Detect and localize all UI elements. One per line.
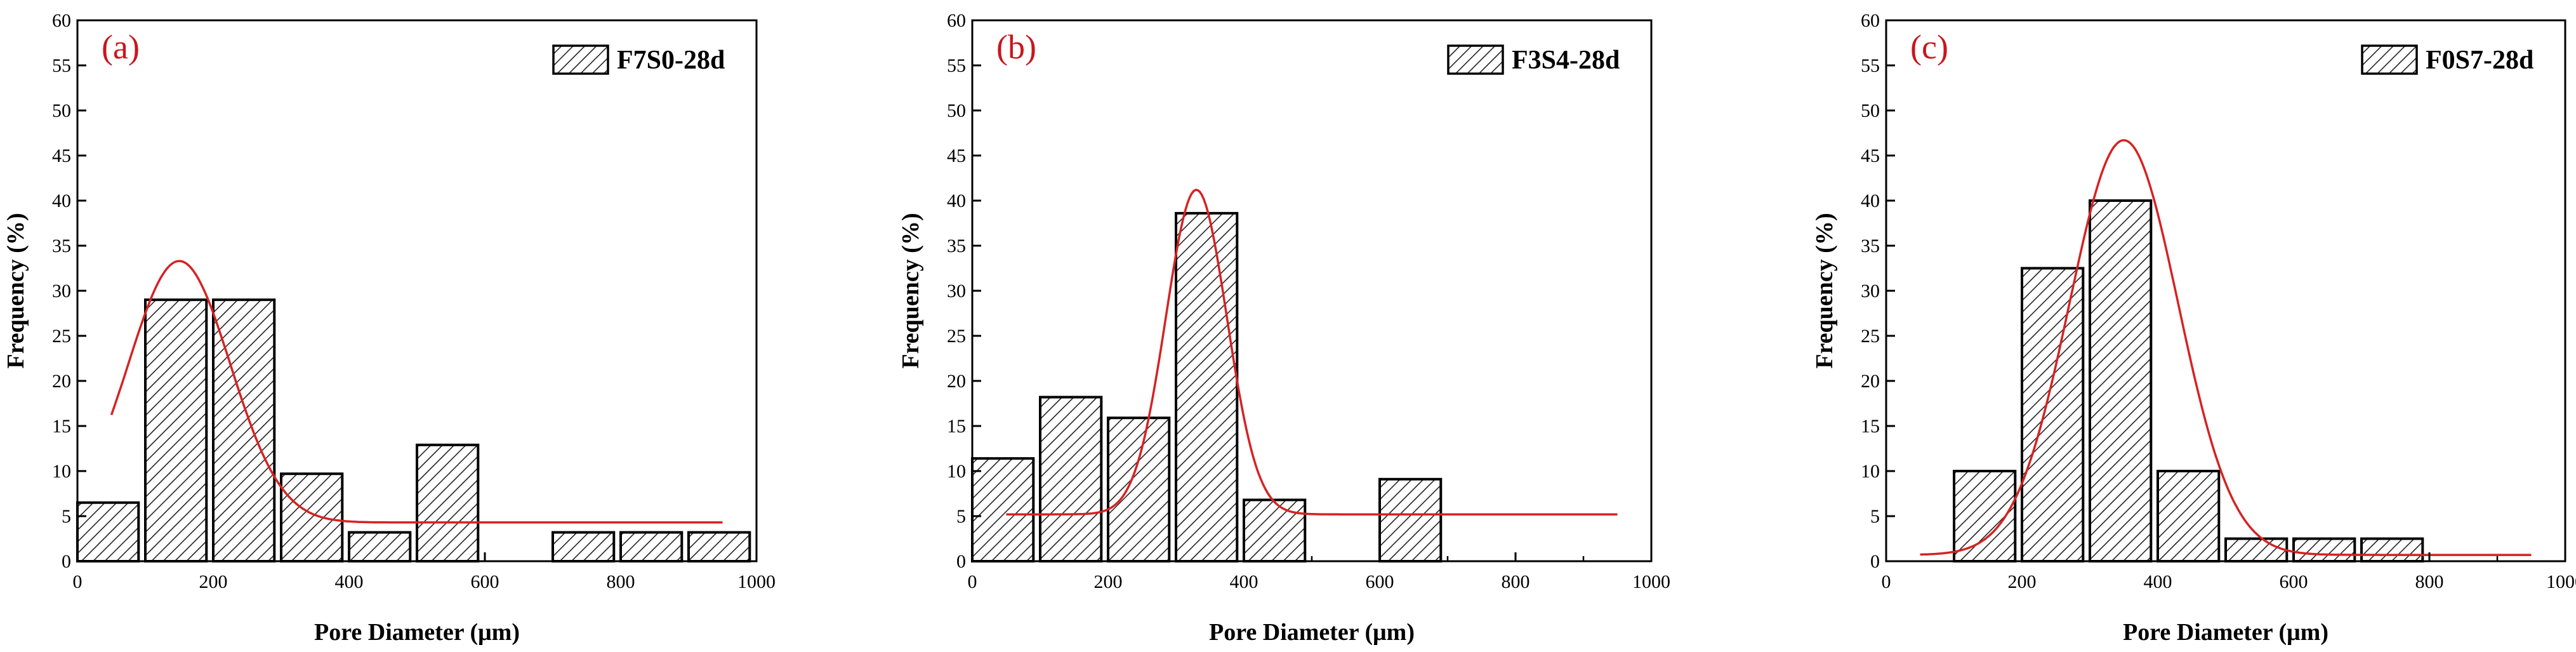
histogram-bar — [76, 501, 140, 563]
legend-swatch — [1447, 44, 1504, 75]
histogram-bar — [2292, 537, 2356, 562]
x-tick-label: 1000 — [2546, 571, 2576, 592]
x-tick-label: 200 — [199, 571, 228, 592]
y-tick-label: 55 — [947, 55, 966, 76]
gaussian-fit-line — [1006, 189, 1618, 516]
histogram-bar — [416, 443, 480, 562]
panel-label: (a) — [102, 28, 140, 66]
y-tick-label: 50 — [1861, 100, 1880, 121]
histogram-bar — [552, 531, 616, 562]
y-axis-title: Frequency (%) — [1811, 213, 1838, 368]
panel-b: 0 200 400 600 800 1000 0 5 10 15 20 25 30 35 40 45 50 55 6… — [897, 10, 1670, 646]
histogram-bar — [1378, 477, 1443, 563]
histogram-bar — [2021, 267, 2085, 562]
y-tick-label: 10 — [947, 461, 966, 482]
x-tick-label: 400 — [1230, 571, 1258, 592]
x-tick-label: 0 — [1882, 571, 1891, 592]
legend-label: F0S7-28d — [2426, 46, 2533, 75]
y-tick-label: 20 — [947, 371, 966, 392]
y-tick-label: 20 — [52, 371, 71, 392]
x-axis-title: Pore Diameter (μm) — [314, 619, 520, 646]
x-tick-label: 600 — [471, 571, 499, 592]
y-tick-label: 60 — [947, 10, 966, 31]
histogram-bar — [1107, 416, 1171, 562]
histogram-bar — [1243, 498, 1307, 562]
x-tick-label: 600 — [2280, 571, 2308, 592]
x-tick-label: 800 — [2415, 571, 2444, 592]
x-axis-title: Pore Diameter (μm) — [1209, 619, 1415, 646]
histogram-bar — [687, 531, 751, 562]
histogram-bar — [2157, 470, 2221, 562]
y-tick-label: 45 — [52, 145, 71, 166]
y-tick-label: 35 — [1861, 236, 1880, 256]
y-tick-label: 30 — [52, 281, 71, 302]
histogram-bar — [2089, 199, 2153, 562]
y-tick-label: 45 — [1861, 145, 1880, 166]
y-tick-label: 50 — [52, 100, 71, 121]
x-tick-label: 800 — [607, 571, 635, 592]
panel-c: 0 200 400 600 800 1000 0 5 10 15 20 25 30 35 40 45 50 55 6… — [1811, 10, 2576, 646]
y-tick-label: 45 — [947, 145, 966, 166]
x-tick-label: 0 — [73, 571, 83, 592]
histogram-bar — [619, 531, 684, 562]
histogram-bar — [971, 457, 1035, 562]
y-tick-label: 25 — [1861, 326, 1880, 347]
y-tick-label: 25 — [947, 326, 966, 347]
y-tick-label: 60 — [52, 10, 71, 31]
x-tick-label: 0 — [968, 571, 977, 592]
y-tick-label: 5 — [62, 506, 71, 527]
y-tick-label: 40 — [1861, 190, 1880, 211]
x-tick-label: 1000 — [737, 571, 776, 592]
x-tick-label: 800 — [1502, 571, 1530, 592]
y-tick-label: 20 — [1861, 371, 1880, 392]
y-tick-label: 5 — [1870, 506, 1880, 527]
y-tick-label: 55 — [1861, 55, 1880, 76]
histogram-bar — [144, 298, 208, 562]
x-tick-label: 200 — [1094, 571, 1123, 592]
y-tick-label: 50 — [947, 100, 966, 121]
histogram-bar — [348, 531, 412, 562]
y-tick-label: 5 — [956, 506, 966, 527]
legend-label: F7S0-28d — [617, 46, 725, 75]
y-tick-label: 15 — [1861, 416, 1880, 437]
y-tick-label: 0 — [1870, 551, 1880, 572]
gaussian-fit-line — [110, 260, 723, 524]
x-tick-label: 400 — [2144, 571, 2172, 592]
y-tick-label: 35 — [947, 236, 966, 256]
x-tick-label: 200 — [2008, 571, 2037, 592]
panel-label: (c) — [1910, 28, 1948, 66]
x-tick-label: 400 — [335, 571, 364, 592]
histogram-bar — [2360, 537, 2424, 562]
panel-label: (b) — [996, 28, 1036, 66]
y-tick-label: 35 — [52, 236, 71, 256]
panel-a: 0 200 400 600 800 1000 0 5 10 15 20 25 30 35 40 45 50 55 6… — [3, 10, 776, 646]
y-axis-title: Frequency (%) — [897, 213, 924, 368]
y-tick-label: 15 — [947, 416, 966, 437]
y-tick-label: 40 — [947, 190, 966, 211]
legend-swatch — [552, 44, 609, 75]
histogram-bar — [2224, 537, 2289, 562]
y-tick-label: 30 — [1861, 281, 1880, 302]
y-tick-label: 10 — [52, 461, 71, 482]
y-tick-label: 40 — [52, 190, 71, 211]
y-tick-label: 15 — [52, 416, 71, 437]
x-tick-label: 1000 — [1632, 571, 1670, 592]
legend-label: F3S4-28d — [1512, 46, 1620, 75]
y-tick-label: 10 — [1861, 461, 1880, 482]
x-axis-title: Pore Diameter (μm) — [2123, 619, 2328, 646]
y-axis-title: Frequency (%) — [3, 213, 29, 368]
y-tick-label: 30 — [947, 281, 966, 302]
histogram-bar — [1175, 211, 1239, 562]
histogram-bar — [280, 472, 344, 563]
y-tick-label: 60 — [1861, 10, 1880, 31]
y-tick-label: 0 — [62, 551, 71, 572]
y-tick-label: 0 — [956, 551, 966, 572]
x-tick-label: 600 — [1366, 571, 1394, 592]
histogram-bar — [1039, 396, 1103, 562]
y-tick-label: 25 — [52, 326, 71, 347]
legend-swatch — [2361, 44, 2418, 75]
y-tick-label: 55 — [52, 55, 71, 76]
